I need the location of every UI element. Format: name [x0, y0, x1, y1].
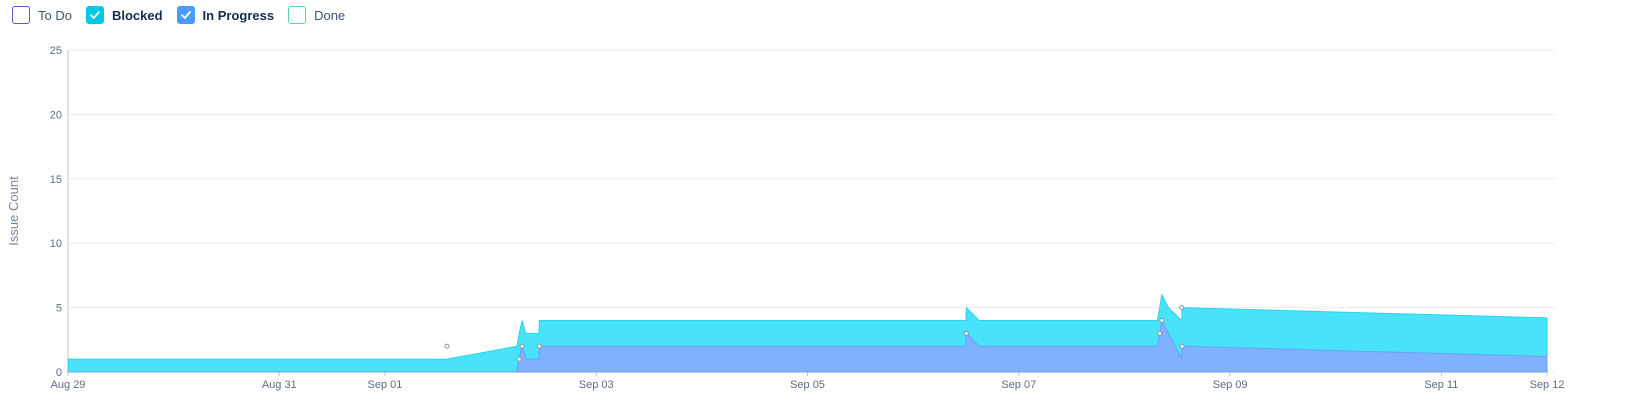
legend-checkbox[interactable]	[12, 6, 30, 24]
data-point-marker	[516, 356, 522, 362]
data-point-marker	[1179, 305, 1185, 311]
data-point-marker	[963, 330, 969, 336]
legend-label: Blocked	[111, 7, 163, 23]
legend-checkbox[interactable]	[85, 6, 104, 24]
data-point-marker	[536, 343, 542, 349]
check-icon	[180, 11, 191, 19]
legend-item-in-progress[interactable]: In Progress	[176, 6, 275, 24]
chart-svg: 0 5 10 15 20 25 Aug 29 Aug 31 Sep 01 Sep 03 Sep 05…	[6, 45, 1565, 391]
legend-item-done[interactable]: Done	[288, 6, 345, 24]
legend-label: To Do	[38, 7, 72, 23]
legend-item-to-do[interactable]: To Do	[12, 6, 72, 24]
data-point-marker	[444, 343, 450, 349]
y-axis-title: Issue Count	[6, 176, 21, 246]
y-tick-label: 5	[56, 303, 62, 315]
x-tick-label: Sep 03	[579, 379, 614, 391]
x-tick-label: Sep 05	[790, 379, 825, 391]
x-tick-label: Aug 29	[51, 379, 86, 391]
legend-checkbox[interactable]	[288, 6, 307, 24]
data-point-marker	[1179, 343, 1185, 349]
chart-legend: To Do Blocked In Progress Done	[12, 4, 345, 26]
y-tick-label: 0	[56, 367, 62, 379]
cumulative-flow-chart: 0 5 10 15 20 25 Aug 29 Aug 31 Sep 01 Sep 03 Sep 05…	[0, 34, 1639, 411]
x-tick-label: Sep 11	[1424, 379, 1458, 391]
data-point-marker	[1157, 330, 1163, 336]
check-icon	[90, 11, 100, 19]
data-point-marker	[519, 343, 525, 349]
x-tick-label: Sep 12	[1530, 379, 1565, 391]
legend-label: Done	[314, 7, 346, 23]
x-tick-label: Sep 07	[1001, 379, 1036, 391]
legend-label: In Progress	[202, 7, 275, 23]
x-tick-label: Sep 09	[1213, 379, 1248, 391]
y-tick-label: 10	[50, 238, 62, 250]
legend-checkbox[interactable]	[176, 6, 195, 24]
y-tick-label: 15	[50, 174, 62, 186]
x-tick-label: Sep 01	[367, 379, 402, 391]
legend-item-blocked[interactable]: Blocked	[85, 6, 163, 24]
y-tick-label: 25	[50, 45, 62, 57]
y-tick-label: 20	[50, 109, 62, 121]
x-tick-label: Aug 31	[262, 379, 297, 391]
data-point-marker	[1159, 317, 1165, 323]
